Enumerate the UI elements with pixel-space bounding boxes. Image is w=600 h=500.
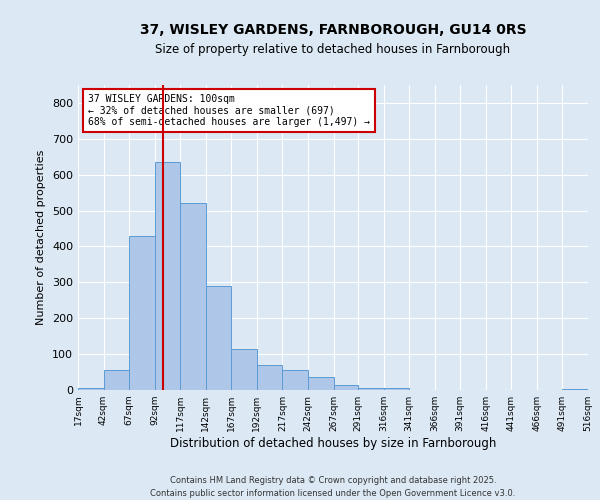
Bar (562, 389, 588, 390)
Bar (232, 348, 257, 390)
Text: 37, WISLEY GARDENS, FARNBOROUGH, GU14 0RS: 37, WISLEY GARDENS, FARNBOROUGH, GU14 0R… (140, 22, 526, 36)
Bar (155, 162, 180, 390)
Text: 37 WISLEY GARDENS: 100sqm
← 32% of detached houses are smaller (697)
68% of semi: 37 WISLEY GARDENS: 100sqm ← 32% of detac… (88, 94, 370, 128)
Text: Size of property relative to detached houses in Farnborough: Size of property relative to detached ho… (155, 42, 511, 56)
Bar (129, 236, 155, 390)
Bar (283, 370, 308, 390)
Text: Contains HM Land Registry data © Crown copyright and database right 2025.
Contai: Contains HM Land Registry data © Crown c… (151, 476, 515, 498)
Bar (308, 378, 334, 390)
Y-axis label: Number of detached properties: Number of detached properties (37, 150, 46, 325)
Bar (257, 365, 283, 390)
Bar (180, 204, 206, 390)
Bar (383, 388, 409, 390)
X-axis label: Distribution of detached houses by size in Farnborough: Distribution of detached houses by size … (170, 437, 496, 450)
Bar (104, 370, 129, 390)
Bar (206, 286, 232, 390)
Bar (334, 384, 358, 390)
Bar (358, 388, 383, 390)
Bar (78, 388, 104, 390)
